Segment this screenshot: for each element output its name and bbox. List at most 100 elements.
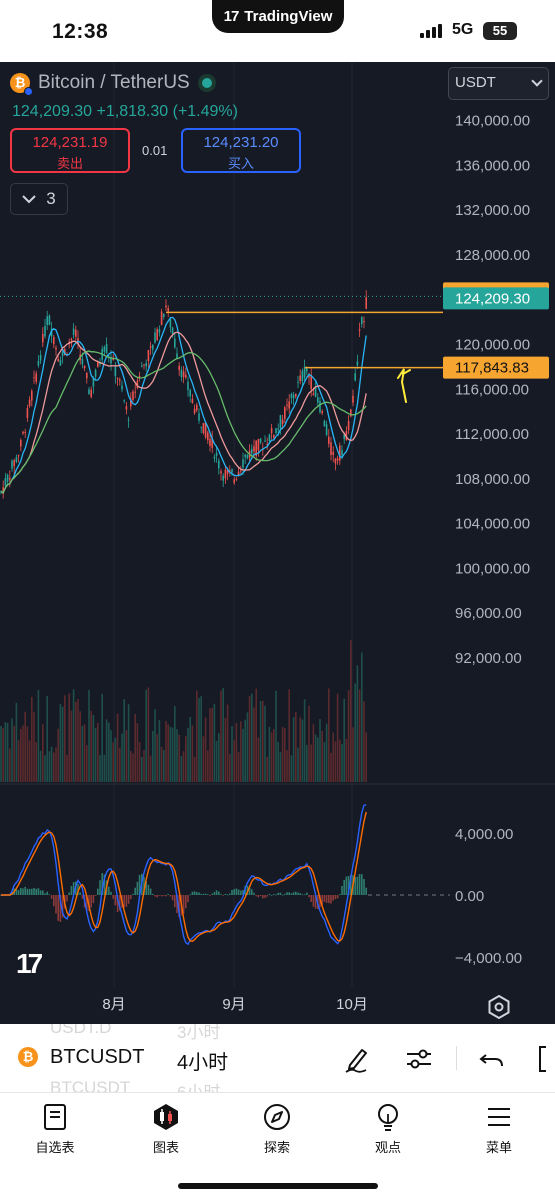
volume-bar <box>119 747 121 782</box>
volume-bar <box>330 752 332 782</box>
symbol-toolbar: USDT.D 3小时 ₿ BTCUSDT 4小时 BTCUSDT 6小时 <box>0 1024 555 1092</box>
clock: 12:38 <box>52 20 109 43</box>
tradingview-logo-icon[interactable]: 17 <box>16 948 43 979</box>
candle-body <box>193 408 196 414</box>
candle-body <box>31 390 33 401</box>
candle-body <box>6 474 9 482</box>
price-axis-label: 108,000.00 <box>455 471 530 488</box>
undo-icon[interactable] <box>477 1044 507 1074</box>
nav-label: 观点 <box>374 1140 401 1155</box>
candle-body <box>354 373 356 381</box>
price-tag-box <box>443 287 549 310</box>
buy-button[interactable]: 124,231.20 买入 <box>181 128 301 173</box>
candle-body <box>182 371 185 378</box>
candle-body <box>295 394 297 397</box>
volume-bar <box>365 732 367 782</box>
volume-bar <box>48 751 51 782</box>
fullscreen-icon[interactable] <box>536 1044 555 1074</box>
symbol-header[interactable]: ₿ Bitcoin / TetherUS <box>10 72 216 96</box>
candle-body <box>94 369 97 377</box>
histogram-bar <box>79 892 81 895</box>
histogram-bar <box>143 876 145 895</box>
volume-bar <box>334 741 337 782</box>
histogram-bar <box>264 895 266 898</box>
sliders-icon[interactable] <box>404 1044 434 1074</box>
candle-body <box>130 399 132 407</box>
volume-bar <box>356 665 359 782</box>
volume-bar <box>2 728 4 782</box>
volume-bar <box>26 726 29 782</box>
volume-bar <box>90 710 92 782</box>
island-label: TradingView <box>244 8 333 25</box>
interval-selector[interactable]: 4小时 <box>177 1052 229 1074</box>
price-tag-label: 124,209.30 <box>455 290 530 307</box>
candle-body <box>167 307 169 312</box>
histogram-bar <box>182 895 185 914</box>
volume-bar <box>108 722 110 782</box>
volume-bar <box>143 750 145 782</box>
nav-explore[interactable]: 探索 <box>237 1103 317 1156</box>
histogram-bar <box>185 895 187 909</box>
volume-bar <box>127 704 130 782</box>
volume-bar <box>64 695 66 782</box>
volume-bar <box>303 699 306 782</box>
candle-body <box>141 365 143 367</box>
volume-bar <box>224 717 227 782</box>
nav-label: 菜单 <box>485 1140 512 1155</box>
histogram-bar <box>358 873 361 895</box>
histogram-bar <box>213 892 216 895</box>
histogram-bar <box>292 892 295 895</box>
histogram-bar <box>295 891 297 895</box>
volume-bar <box>31 696 33 782</box>
candle-body <box>358 329 361 331</box>
histogram-bar <box>72 882 75 895</box>
nav-label: 探索 <box>263 1140 290 1155</box>
candle-body <box>55 347 57 350</box>
volume-bar <box>264 705 266 782</box>
volume-bar <box>248 695 251 782</box>
nav-watchlist[interactable]: 自选表 <box>15 1103 95 1156</box>
candle-body <box>66 353 68 355</box>
candle-body <box>200 426 202 428</box>
candle-body <box>9 477 11 480</box>
candle-body <box>290 393 293 398</box>
symbol-title[interactable]: Bitcoin / TetherUS <box>38 72 190 93</box>
price-change: +1,818.30 <box>96 103 169 120</box>
volume-bar <box>125 730 128 782</box>
pen-icon[interactable] <box>342 1044 372 1074</box>
candle-body <box>325 424 328 435</box>
volume-bar <box>308 705 310 782</box>
nav-chart[interactable]: 图表 <box>126 1103 206 1156</box>
indicators-toggle[interactable]: 3 <box>10 183 68 215</box>
volume-bar <box>4 722 7 782</box>
nav-menu[interactable]: 菜单 <box>459 1103 539 1156</box>
sell-button[interactable]: 124,231.19 卖出 <box>10 128 130 173</box>
time-axis-label: 10月 <box>336 996 368 1013</box>
volume-bar <box>352 727 354 782</box>
sell-price: 124,231.19 <box>32 134 108 151</box>
symbol-selector[interactable]: BTCUSDT <box>50 1046 145 1068</box>
histogram-bar <box>24 886 26 895</box>
volume-bar <box>270 732 273 782</box>
currency-select[interactable]: USDT <box>448 67 549 100</box>
histogram-bar <box>215 890 218 895</box>
volume-bar <box>77 698 79 782</box>
candle-body <box>246 454 249 459</box>
volume-bar <box>57 728 59 782</box>
price-axis-label: 120,000.00 <box>455 337 530 354</box>
histogram-bar <box>127 895 130 904</box>
histogram-bar <box>343 879 345 895</box>
histogram-bar <box>81 895 84 899</box>
nav-ideas[interactable]: 观点 <box>348 1103 428 1156</box>
chart-settings-icon[interactable] <box>486 994 512 1020</box>
volume-bar <box>189 716 191 782</box>
volume-bar <box>116 713 119 782</box>
price-axis-label: 92,000.00 <box>455 650 522 667</box>
nav-label: 自选表 <box>35 1140 75 1155</box>
candle-body <box>218 460 220 469</box>
volume-bar <box>255 688 257 782</box>
signal-icon <box>420 24 442 38</box>
volume-bar <box>273 729 275 782</box>
